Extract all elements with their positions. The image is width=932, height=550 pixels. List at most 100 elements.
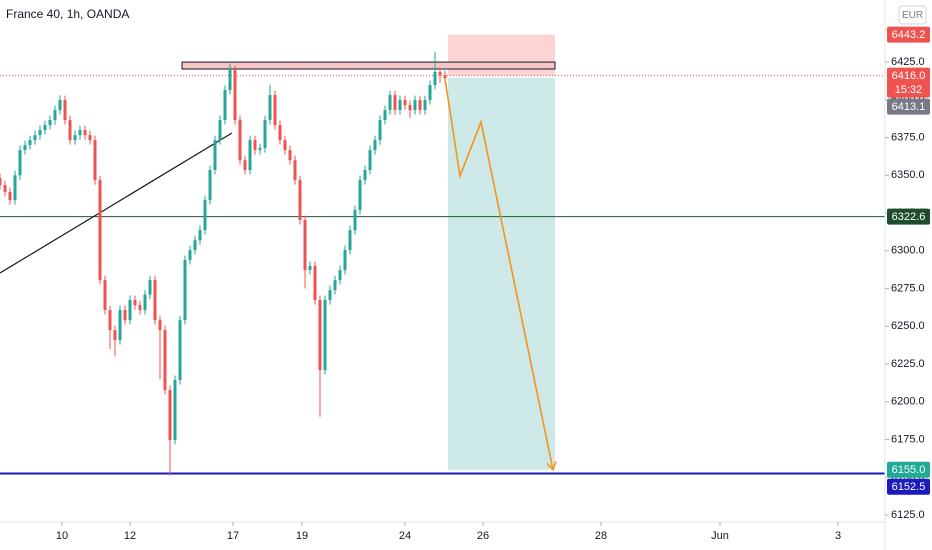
- candle-body: [308, 265, 312, 271]
- price-tags: 6443.2 6416.0 15:32 6413.1 6322.6 6155.0 6152.…: [887, 26, 930, 495]
- candle-body: [153, 280, 157, 321]
- candle-body: [198, 230, 202, 241]
- candle-body: [203, 200, 207, 231]
- candle-body: [378, 120, 382, 141]
- candle-body: [8, 191, 12, 201]
- price-tag-label: 6155.0: [892, 464, 926, 476]
- candle-body: [68, 120, 72, 141]
- y-tick-label: 6350.0: [891, 169, 925, 181]
- y-tick-label: 6125.0: [891, 509, 925, 521]
- candle-body: [423, 100, 427, 111]
- candle-body: [438, 72, 442, 76]
- price-tag: [887, 208, 930, 225]
- target-zone: [448, 77, 555, 470]
- y-tick-label: 6425.0: [891, 56, 925, 68]
- y-tick-label: 6225.0: [891, 358, 925, 370]
- chart-title: France 40, 1h, OANDA: [6, 7, 129, 21]
- candle-body: [43, 125, 47, 131]
- candle-body: [428, 85, 432, 101]
- candle-body: [128, 300, 132, 321]
- candle-body: [18, 150, 22, 176]
- price-tag: [887, 26, 930, 43]
- candle-body: [73, 135, 77, 141]
- y-tick-label: 6200.0: [891, 396, 925, 408]
- candle-body: [183, 260, 187, 321]
- candle-body: [363, 170, 367, 181]
- candle-body: [143, 294, 147, 310]
- candle-body: [83, 130, 87, 136]
- candle-body: [433, 72, 437, 86]
- candle-body: [253, 140, 257, 151]
- countdown-label: 15:32: [895, 84, 923, 96]
- candle-body: [158, 320, 162, 331]
- candle-body: [63, 100, 67, 121]
- candle-body: [223, 89, 227, 121]
- candle-body: [233, 70, 237, 121]
- trendline: [0, 132, 233, 274]
- currency-label: EUR: [902, 10, 923, 21]
- candle-body: [388, 95, 392, 111]
- candle-body: [238, 120, 242, 161]
- x-tick-label: 24: [399, 530, 411, 542]
- price-tag-label: 6152.5: [892, 481, 926, 493]
- candle-body: [133, 300, 137, 306]
- candle-body: [298, 180, 302, 221]
- candle-body: [38, 130, 42, 136]
- candle-body: [163, 330, 167, 391]
- x-tick-label: 19: [296, 530, 308, 542]
- candle-body: [103, 280, 107, 310]
- candle-body: [348, 230, 352, 251]
- y-tick-label: 6300.0: [891, 245, 925, 257]
- candle-body: [263, 120, 267, 149]
- candle-body: [318, 300, 322, 371]
- price-tag-label: 6416.0: [892, 70, 926, 82]
- candle-body: [373, 140, 377, 151]
- y-tick-label: 6275.0: [891, 282, 925, 294]
- x-tick-label: Jun: [711, 530, 729, 542]
- x-tick-label: 28: [595, 530, 607, 542]
- candle-body: [28, 140, 32, 146]
- candle-body: [218, 120, 222, 141]
- candle-body: [283, 140, 287, 151]
- candle-body: [0, 178, 2, 186]
- x-tick-label: 3: [835, 530, 841, 542]
- candle-body: [118, 309, 122, 341]
- price-tag: [887, 67, 930, 98]
- currency-box[interactable]: [898, 5, 927, 25]
- projection-path: [444, 78, 553, 470]
- candle-body: [93, 140, 97, 181]
- x-tick-label: 10: [56, 530, 68, 542]
- candle-body: [58, 100, 62, 111]
- candle-body: [108, 309, 112, 331]
- candle-body: [23, 145, 27, 151]
- candle-body: [48, 120, 52, 126]
- candle-body: [408, 105, 412, 111]
- candle-body: [33, 135, 37, 141]
- y-tick-label: 6175.0: [891, 433, 925, 445]
- candle-body: [243, 160, 247, 171]
- candle-body: [98, 180, 102, 281]
- price-tag: [887, 478, 930, 495]
- candle-body: [398, 100, 402, 111]
- candle-body: [78, 130, 82, 136]
- candle-body: [88, 135, 92, 141]
- candle-body: [293, 160, 297, 181]
- candle-body: [123, 309, 127, 321]
- candle-body: [278, 125, 282, 141]
- candle-body: [358, 180, 362, 211]
- candle-body: [413, 100, 417, 111]
- y-tick-label: 6375.0: [891, 131, 925, 143]
- x-tick-label: 26: [477, 530, 489, 542]
- candle-body: [208, 170, 212, 201]
- candle-body: [443, 75, 447, 79]
- price-tag-label: 6413.1: [892, 101, 926, 113]
- candle-body: [343, 250, 347, 271]
- resistance-zone: [181, 61, 556, 70]
- candle-body: [383, 110, 387, 121]
- candle-body: [173, 380, 177, 441]
- candle-body: [13, 175, 17, 201]
- candle-body: [273, 95, 277, 126]
- candle-body: [228, 70, 232, 90]
- candle-body: [333, 280, 337, 291]
